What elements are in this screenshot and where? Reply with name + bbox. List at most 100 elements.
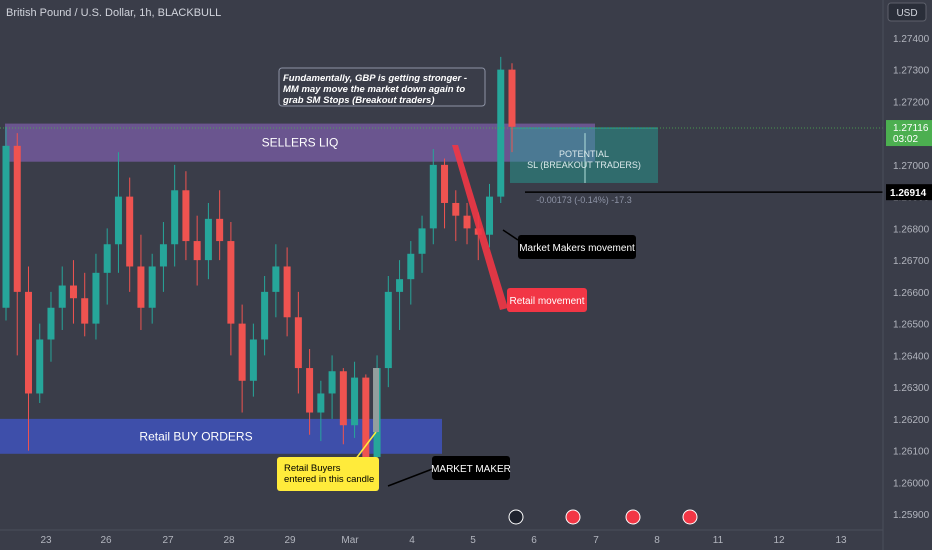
retail-movement-label: Retail movement: [509, 296, 584, 307]
candle-body: [261, 291, 269, 340]
market-maker-box: [432, 456, 510, 480]
x-tick-label: 8: [654, 535, 660, 546]
candle-body: [24, 291, 32, 394]
y-tick-label: 1.26300: [893, 383, 930, 394]
candle-body: [418, 228, 426, 254]
x-tick-label: 11: [713, 535, 724, 546]
candle-body: [47, 307, 55, 340]
fundamental-note-box: [278, 67, 486, 107]
price-axis[interactable]: [883, 0, 932, 550]
x-tick-label: 28: [223, 535, 235, 546]
y-tick-label: 1.26500: [893, 320, 930, 331]
position-label-line1: POTENTIAL: [559, 149, 609, 159]
y-tick-label: 1.27400: [893, 34, 930, 45]
y-tick-label: 1.26100: [893, 447, 930, 458]
candle-body: [36, 339, 44, 394]
fundamental-note-line: grab SM Stops (Breakout traders): [282, 95, 435, 106]
fundamental-note-line: Fundamentally, GBP is getting stronger -: [283, 73, 467, 84]
candle-body: [497, 69, 505, 197]
candle-body: [508, 69, 516, 127]
candle-body: [92, 272, 100, 324]
x-tick-label: 4: [409, 535, 415, 546]
sellers-liq-zone: [5, 123, 595, 162]
candle-body: [103, 244, 111, 273]
candle-body: [204, 218, 212, 261]
candle-body: [407, 253, 415, 280]
candle-body: [171, 190, 179, 245]
candle-body: [272, 266, 280, 292]
market-maker-label: MARKET MAKER: [431, 464, 511, 475]
candle-body: [81, 298, 89, 324]
candle-body: [2, 145, 10, 308]
candle-body: [69, 285, 77, 299]
candle-body: [159, 244, 167, 267]
candle-body: [13, 145, 21, 292]
y-tick-label: 1.25900: [893, 510, 930, 521]
y-tick-label: 1.26700: [893, 256, 930, 267]
candle-body: [452, 202, 460, 216]
x-tick-label: 6: [531, 535, 537, 546]
x-tick-label: Mar: [341, 535, 359, 546]
candle-body: [148, 266, 156, 308]
candle-body: [126, 196, 134, 267]
y-tick-label: 1.26600: [893, 288, 930, 299]
x-tick-label: 29: [284, 535, 296, 546]
x-tick-label: 27: [162, 535, 174, 546]
x-tick-label: 13: [835, 535, 847, 546]
candle-body: [137, 266, 145, 308]
candle-body: [339, 371, 347, 426]
candle-body: [216, 218, 224, 242]
x-tick-label: 7: [593, 535, 599, 546]
y-tick-label: 1.27300: [893, 66, 930, 77]
bar-countdown: 03:02: [893, 134, 918, 145]
current-price-value: 1.27116: [893, 123, 929, 134]
mm-movement-label: Market Makers movement: [519, 243, 635, 254]
zone-label: SELLERS LIQ: [262, 136, 339, 150]
candle-body: [463, 215, 471, 229]
position-stop-box: [510, 128, 658, 183]
candle-body: [283, 266, 291, 318]
candle-body: [441, 164, 449, 203]
lightning-event-icon[interactable]: [508, 509, 524, 525]
currency-label: USD: [896, 8, 917, 19]
candle-body: [317, 393, 325, 413]
y-tick-label: 1.26000: [893, 478, 930, 489]
position-label-line2: SL (BREAKOUT TRADERS): [527, 160, 641, 170]
retail-buyers-line2: entered in this candle: [284, 474, 374, 485]
y-tick-label: 1.26800: [893, 224, 930, 235]
candle-body: [429, 164, 437, 229]
candle-body: [328, 371, 336, 394]
x-tick-label: 5: [470, 535, 476, 546]
candle-body: [396, 279, 404, 292]
x-tick-label: 23: [40, 535, 52, 546]
retail-movement-box: [507, 288, 587, 312]
candle-body: [486, 196, 494, 235]
zone-label: Retail BUY ORDERS: [139, 429, 252, 443]
us-flag-event-icon[interactable]: [565, 509, 581, 525]
y-tick-label: 1.26400: [893, 351, 930, 362]
retail-buyers-candle-highlight: [373, 368, 379, 432]
candle-body: [306, 368, 314, 413]
retail-buyers-line1: Retail Buyers: [284, 463, 341, 474]
candle-body: [58, 285, 66, 308]
market-maker-pointer-line: [387, 467, 436, 487]
y-tick-label: 1.26200: [893, 415, 930, 426]
us-flag-event-icon[interactable]: [682, 509, 698, 525]
fundamental-note-line: MM may move the market down again to: [283, 84, 465, 95]
candle-body: [227, 241, 235, 324]
mm-movement-box: [518, 235, 636, 259]
retail-buyers-box: [277, 457, 379, 491]
x-tick-label: 12: [773, 535, 785, 546]
candle-body: [182, 190, 190, 242]
currency-badge[interactable]: [887, 2, 927, 22]
candle-body: [351, 377, 359, 426]
mm-pointer-line: [502, 229, 519, 241]
candle-body: [249, 339, 257, 381]
candle-body: [238, 323, 246, 381]
candle-body: [193, 241, 201, 261]
us-flag-event-icon[interactable]: [625, 509, 641, 525]
y-tick-label: 1.27200: [893, 97, 930, 108]
current-price-tag: [886, 120, 932, 147]
